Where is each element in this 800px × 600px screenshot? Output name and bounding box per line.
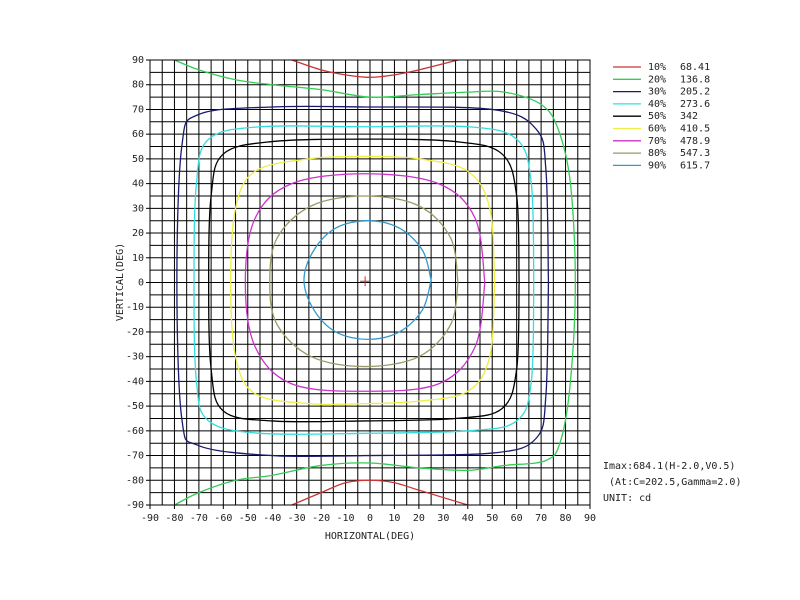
- contour-line: [208, 138, 520, 423]
- contour-line: [230, 155, 496, 406]
- legend-level: 68.41: [680, 62, 710, 73]
- y-tick-label: 40: [132, 179, 144, 190]
- legend-level: 136.8: [680, 74, 710, 85]
- x-tick-label: 40: [462, 513, 474, 524]
- plot-border: [149, 59, 591, 506]
- y-tick-label: 50: [132, 154, 144, 165]
- legend-level: 615.7: [680, 160, 710, 171]
- y-tick-label: 70: [132, 104, 144, 115]
- contour-line: [193, 125, 535, 435]
- x-tick-label: -90: [141, 513, 159, 524]
- x-tick-label: 70: [535, 513, 547, 524]
- contour-line: [269, 195, 459, 368]
- y-tick-label: 0: [138, 278, 144, 289]
- legend-level: 205.2: [680, 87, 710, 98]
- annotation: Imax:684.1(H-2.0,V0.5): [603, 461, 735, 472]
- y-tick-label: -50: [126, 401, 144, 412]
- x-tick-label: 60: [511, 513, 523, 524]
- y-tick-label: 30: [132, 203, 144, 214]
- y-tick-label: -60: [126, 426, 144, 437]
- y-tick-label: -90: [126, 500, 144, 511]
- x-tick-label: 20: [413, 513, 425, 524]
- x-tick-label: -80: [165, 513, 183, 524]
- y-tick-label: -30: [126, 352, 144, 363]
- annotation: UNIT: cd: [603, 493, 651, 504]
- x-tick-label: -30: [288, 513, 306, 524]
- legend-label: 60%: [648, 124, 666, 135]
- y-tick-label: 80: [132, 80, 144, 91]
- x-axis-title: HORIZONTAL(DEG): [325, 531, 415, 542]
- legend-level: 410.5: [680, 124, 710, 135]
- x-tick-label: -70: [190, 513, 208, 524]
- legend-label: 80%: [648, 148, 666, 159]
- y-tick-label: 10: [132, 253, 144, 264]
- legend-label: 70%: [648, 136, 666, 147]
- y-tick-label: 60: [132, 129, 144, 140]
- y-tick-label: -70: [126, 451, 144, 462]
- y-tick-label: -80: [126, 475, 144, 486]
- legend-level: 547.3: [680, 148, 710, 159]
- x-tick-label: -20: [312, 513, 330, 524]
- contours: [174, 60, 576, 505]
- peak-marker: [360, 276, 371, 287]
- x-tick-label: 0: [367, 513, 373, 524]
- legend-label: 20%: [648, 74, 666, 85]
- contour-line: [291, 60, 468, 505]
- contour-line: [174, 60, 576, 505]
- x-tick-label: 50: [486, 513, 498, 524]
- contour-line: [176, 105, 550, 458]
- legend-level: 342: [680, 111, 698, 122]
- legend-label: 50%: [648, 111, 666, 122]
- x-tick-label: 30: [437, 513, 449, 524]
- x-tick-label: -40: [263, 513, 281, 524]
- y-tick-label: -40: [126, 376, 144, 387]
- x-tick-label: 10: [388, 513, 400, 524]
- x-tick-label: -50: [239, 513, 257, 524]
- legend-label: 90%: [648, 160, 666, 171]
- legend-level: 478.9: [680, 136, 710, 147]
- legend-label: 30%: [648, 87, 666, 98]
- y-axis-title: VERTICAL(DEG): [115, 243, 126, 321]
- y-tick-label: -10: [126, 302, 144, 313]
- y-tick-label: -20: [126, 327, 144, 338]
- legend-label: 40%: [648, 99, 666, 110]
- x-tick-label: -60: [214, 513, 232, 524]
- annotation: (At:C=202.5,Gamma=2.0): [603, 477, 741, 488]
- legend-level: 273.6: [680, 99, 710, 110]
- y-tick-label: 20: [132, 228, 144, 239]
- x-tick-label: 90: [584, 513, 596, 524]
- contour-line: [244, 173, 486, 392]
- x-tick-label: -10: [337, 513, 355, 524]
- y-tick-label: 90: [132, 55, 144, 66]
- contour-line: [303, 220, 432, 341]
- x-tick-label: 80: [560, 513, 572, 524]
- legend-label: 10%: [648, 62, 666, 73]
